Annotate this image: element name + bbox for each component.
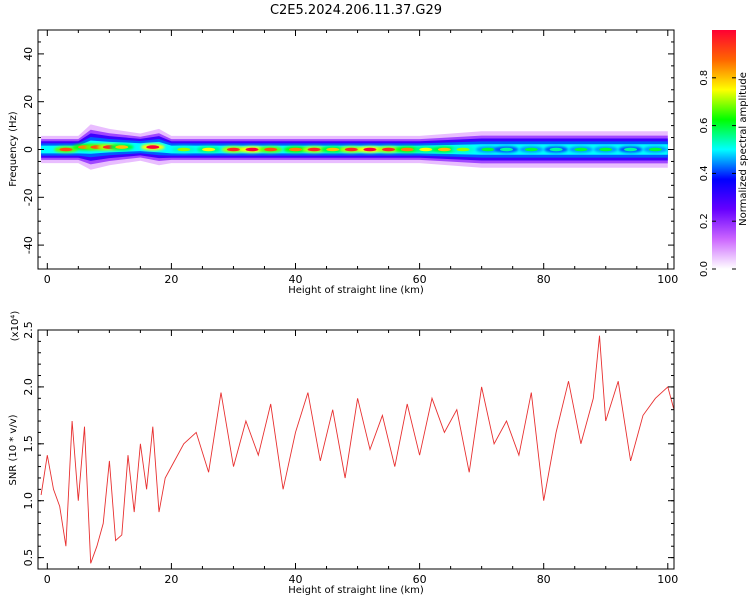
colorbar-tick-label: 0.6 — [699, 118, 710, 134]
snr-y-tick-label: 1.0 — [22, 492, 35, 510]
snr-y-axis-scale: (x10⁴) — [10, 311, 21, 342]
spectrogram-peak — [363, 147, 377, 152]
spectrogram-image — [41, 124, 668, 170]
snr-y-tick-label: 0.5 — [22, 549, 35, 567]
spectrogram-peak — [574, 147, 588, 152]
snr-axis-ticks: 0 20 40 60 80 100 0.5 1.0 1.5 2.0 2.5 — [22, 321, 678, 586]
snr-x-tick-label: 60 — [413, 573, 427, 586]
colorbar-tick-label: 0.4 — [699, 165, 710, 181]
spectrogram-y-tick-label: 0 — [22, 146, 35, 153]
colorbar-tick-label: 0.2 — [699, 213, 710, 229]
snr-x-tick-label: 80 — [537, 573, 551, 586]
spectrogram-x-tick-label: 100 — [657, 273, 678, 286]
spectrogram-peak — [264, 147, 278, 152]
spectrogram-peak — [624, 147, 638, 152]
spectrogram-y-tick-label: 40 — [22, 47, 35, 61]
spectrogram-peak — [419, 147, 433, 152]
spectrogram-peak — [245, 147, 259, 152]
snr-series-line — [40, 335, 674, 564]
snr-x-tick-label: 20 — [164, 573, 178, 586]
spectrogram-peak — [289, 147, 303, 152]
colorbar-tick-label: 0.8 — [699, 70, 710, 86]
colorbar-tick-label: 0.0 — [699, 261, 710, 277]
colorbar-gradient — [712, 30, 736, 269]
spectrogram-x-tick-label: 80 — [537, 273, 551, 286]
snr-y-tick-label: 2.0 — [22, 378, 35, 396]
spectrogram-x-tick-label: 60 — [413, 273, 427, 286]
spectrogram-peak — [599, 147, 613, 152]
spectrogram-peak — [226, 147, 240, 152]
snr-x-tick-label: 0 — [44, 573, 51, 586]
spectrogram-x-tick-label: 0 — [44, 273, 51, 286]
spectrogram-y-tick-label: -40 — [22, 236, 35, 254]
spectrogram-y-tick-label: 20 — [22, 95, 35, 109]
spectrogram-peak — [400, 147, 414, 152]
spectrogram-peak — [456, 147, 470, 152]
spectrogram-y-axis-label: Frequency (Hz) — [8, 111, 19, 187]
spectrogram-peak — [146, 145, 160, 149]
snr-y-tick-label: 2.5 — [22, 321, 35, 339]
snr-y-axis-label: SNR (10 * v/v) — [8, 414, 19, 485]
spectrogram-peak — [344, 147, 358, 152]
spectrogram-peak — [202, 147, 216, 152]
spectrogram-x-tick-label: 40 — [289, 273, 303, 286]
colorbar-label: Normalized spectral amplitude — [738, 72, 749, 226]
snr-x-tick-label: 40 — [289, 573, 303, 586]
spectrogram-x-axis-label: Height of straight line (km) — [288, 285, 424, 296]
snr-y-tick-label: 1.5 — [22, 435, 35, 453]
spectrogram-peak — [382, 147, 396, 152]
spectrogram-peak — [326, 147, 340, 152]
spectrogram-peak — [499, 147, 513, 152]
spectrogram-x-tick-label: 20 — [164, 273, 178, 286]
spectrogram-peak — [549, 147, 563, 152]
snr-frame — [37, 329, 675, 570]
spectrogram-panel: 0 20 40 60 80 100 -40 -20 0 20 40 Height of straig… — [8, 29, 678, 296]
colorbar: 0.0 0.2 0.4 0.6 0.8 Normalized spectral ampl… — [699, 30, 749, 277]
spectrogram-peak — [481, 147, 495, 152]
snr-plot-area — [38, 330, 674, 569]
colorbar-ticks: 0.0 0.2 0.4 0.6 0.8 — [699, 70, 736, 277]
spectrogram-peak — [59, 147, 73, 152]
figure-title: C2E5.2024.206.11.37.G29 — [270, 3, 442, 18]
spectrogram-axis-ticks: 0 20 40 60 80 100 -40 -20 0 20 40 — [22, 30, 678, 286]
spectrogram-peak — [115, 145, 129, 149]
spectrogram-peak — [648, 147, 662, 152]
spectrogram-peak — [524, 147, 538, 152]
spectrogram-peak — [177, 147, 191, 152]
snr-panel: 0 20 40 60 80 100 0.5 1.0 1.5 2.0 2.5 Height of st… — [8, 311, 678, 596]
spectrogram-y-tick-label: -20 — [22, 188, 35, 206]
snr-x-axis-label: Height of straight line (km) — [288, 585, 424, 596]
snr-x-tick-label: 100 — [657, 573, 678, 586]
spectrogram-peak — [437, 147, 451, 152]
spectrogram-peak — [307, 147, 321, 152]
